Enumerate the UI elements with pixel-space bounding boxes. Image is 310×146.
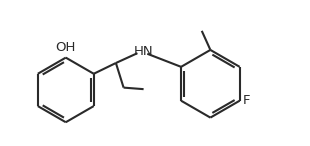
Text: F: F [243,94,250,107]
Text: HN: HN [134,45,153,58]
Text: OH: OH [55,41,76,54]
